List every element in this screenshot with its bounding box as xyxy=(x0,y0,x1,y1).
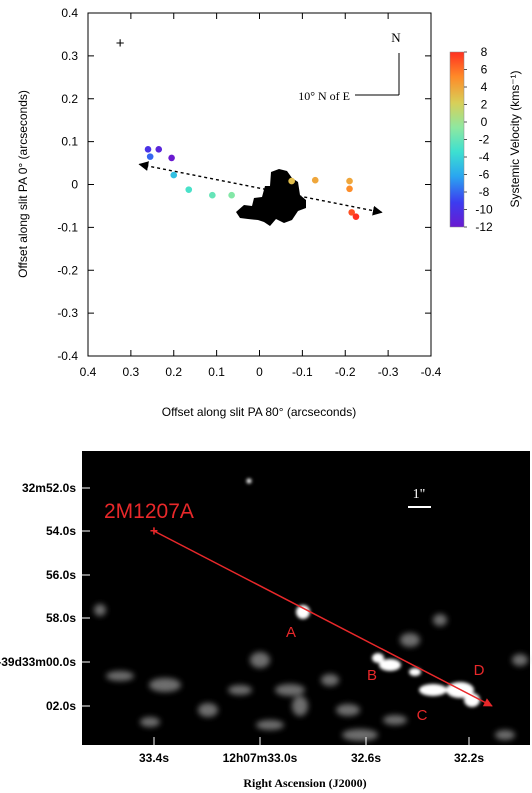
x-tick-label: 0.2 xyxy=(165,365,182,379)
data-point xyxy=(228,191,235,199)
knot-label-a: A xyxy=(286,624,296,641)
dec-tick-labels: 32m52.0s 54.0s 56.0s 58.0s -39d33m00.0s … xyxy=(0,481,76,713)
data-point xyxy=(155,146,163,153)
x-tick-label: -0.2 xyxy=(335,365,356,379)
colorbar-tick-label: 0 xyxy=(481,115,488,129)
faint-emission xyxy=(94,604,528,741)
y-tick-label: -0.3 xyxy=(57,306,78,320)
dec-tick-label: 32m52.0s xyxy=(22,481,76,495)
colorbar-tick-label: -2 xyxy=(479,133,490,147)
ra-tick-label: 32.6s xyxy=(351,751,381,765)
dec-tick-label: 02.0s xyxy=(46,699,76,713)
plot-area xyxy=(87,12,432,357)
data-point xyxy=(348,209,355,216)
colorbar-label: Systemic Velocity (kms⁻¹) xyxy=(508,70,522,207)
y-tick-label: 0.3 xyxy=(61,49,78,63)
colorbar xyxy=(449,51,465,228)
data-point xyxy=(346,185,353,193)
data-points xyxy=(144,146,360,220)
compass-north-label: N xyxy=(391,30,401,45)
compass-angle-label: 10° N of E xyxy=(298,89,350,103)
y-tick-label: 0 xyxy=(71,178,78,192)
data-point xyxy=(170,171,178,179)
data-point xyxy=(346,177,353,185)
colorbar-tick-label: 8 xyxy=(481,45,488,59)
image-ticks xyxy=(82,487,470,745)
colorbar-tick-label: -4 xyxy=(479,150,490,164)
scatter-chart: 0.4 0.3 0.2 0.1 0 -0.1 -0.2 -0.3 -0.4 0.40.30.20… xyxy=(16,6,522,419)
ra-tick-label: 12h07m33.0s xyxy=(223,751,298,765)
knot-label-c: C xyxy=(417,707,428,724)
colorbar-tick-label: -8 xyxy=(479,185,490,199)
colorbar-tick-label: 4 xyxy=(481,80,488,94)
dec-tick-label: -39d33m00.0s xyxy=(0,655,76,669)
data-point xyxy=(146,153,154,160)
data-point xyxy=(185,186,193,193)
x-tick-label: -0.4 xyxy=(421,365,442,379)
y-axis-label: Offset along slit PA 0° (arcseconds) xyxy=(16,90,30,278)
x-tick-label: -0.1 xyxy=(292,365,313,379)
knot-label-d: D xyxy=(474,662,485,679)
compass: N 10° N of E xyxy=(298,30,401,103)
x-axis-ticks: 0.4 0.3 0.2 0.1 0 -0.1 -0.2 -0.3 -0.4 xyxy=(80,13,442,379)
scale-label: 1" xyxy=(413,487,426,502)
y-axis-ticks: 0.4 0.3 0.2 0.1 0 -0.1 -0.2 -0.3 -0.4 xyxy=(57,6,431,363)
y-tick-label: -0.2 xyxy=(57,263,78,277)
x-axis-label: Offset along slit PA 80° (arcseconds) xyxy=(162,405,356,419)
x-tick-label: 0.1 xyxy=(208,365,225,379)
data-point xyxy=(352,213,360,220)
ra-axis-label: Right Ascension (J2000) xyxy=(243,776,366,790)
y-tick-label: 0.2 xyxy=(61,92,78,106)
dec-tick-label: 54.0s xyxy=(46,524,76,538)
colorbar-tick-label: -6 xyxy=(479,168,490,182)
sky-image-panel: + 2M1207A A B C D 1" 32m52.0s 54.0s 56.0… xyxy=(0,451,530,790)
data-point xyxy=(288,177,295,185)
data-point xyxy=(168,154,175,162)
colorbar-tick-label: -10 xyxy=(475,203,493,217)
y-tick-label: -0.4 xyxy=(57,349,78,363)
dec-tick-label: 56.0s xyxy=(46,568,76,582)
slit-arrow xyxy=(153,530,493,707)
reference-cross: + xyxy=(116,35,125,52)
data-point xyxy=(144,146,152,153)
ra-tick-label: 33.4s xyxy=(139,751,169,765)
x-tick-label: 0 xyxy=(256,365,263,379)
target-label: 2M1207A xyxy=(104,500,194,523)
target-cross: + xyxy=(150,523,158,539)
data-point xyxy=(209,191,216,199)
y-tick-label: 0.4 xyxy=(61,6,78,20)
x-tick-label: -0.3 xyxy=(378,365,399,379)
knot-label-b: B xyxy=(367,667,377,684)
colorbar-tick-label: 2 xyxy=(481,98,488,112)
y-tick-label: -0.1 xyxy=(57,220,78,234)
colorbar-ticks: 8 6 4 2 0 -2 -4 -6 -8 -10 -12 xyxy=(464,45,493,234)
ra-tick-label: 32.2s xyxy=(454,751,484,765)
data-point xyxy=(311,176,319,184)
ra-tick-labels: 33.4s 12h07m33.0s 32.6s 32.2s xyxy=(139,751,484,765)
x-tick-label: 0.3 xyxy=(123,365,140,379)
x-tick-label: 0.4 xyxy=(80,365,97,379)
colorbar-tick-label: -12 xyxy=(475,220,493,234)
y-tick-label: 0.1 xyxy=(61,135,78,149)
slit-direction-arrow xyxy=(138,161,383,216)
colorbar-tick-label: 6 xyxy=(481,63,488,77)
dec-tick-label: 58.0s xyxy=(46,611,76,625)
